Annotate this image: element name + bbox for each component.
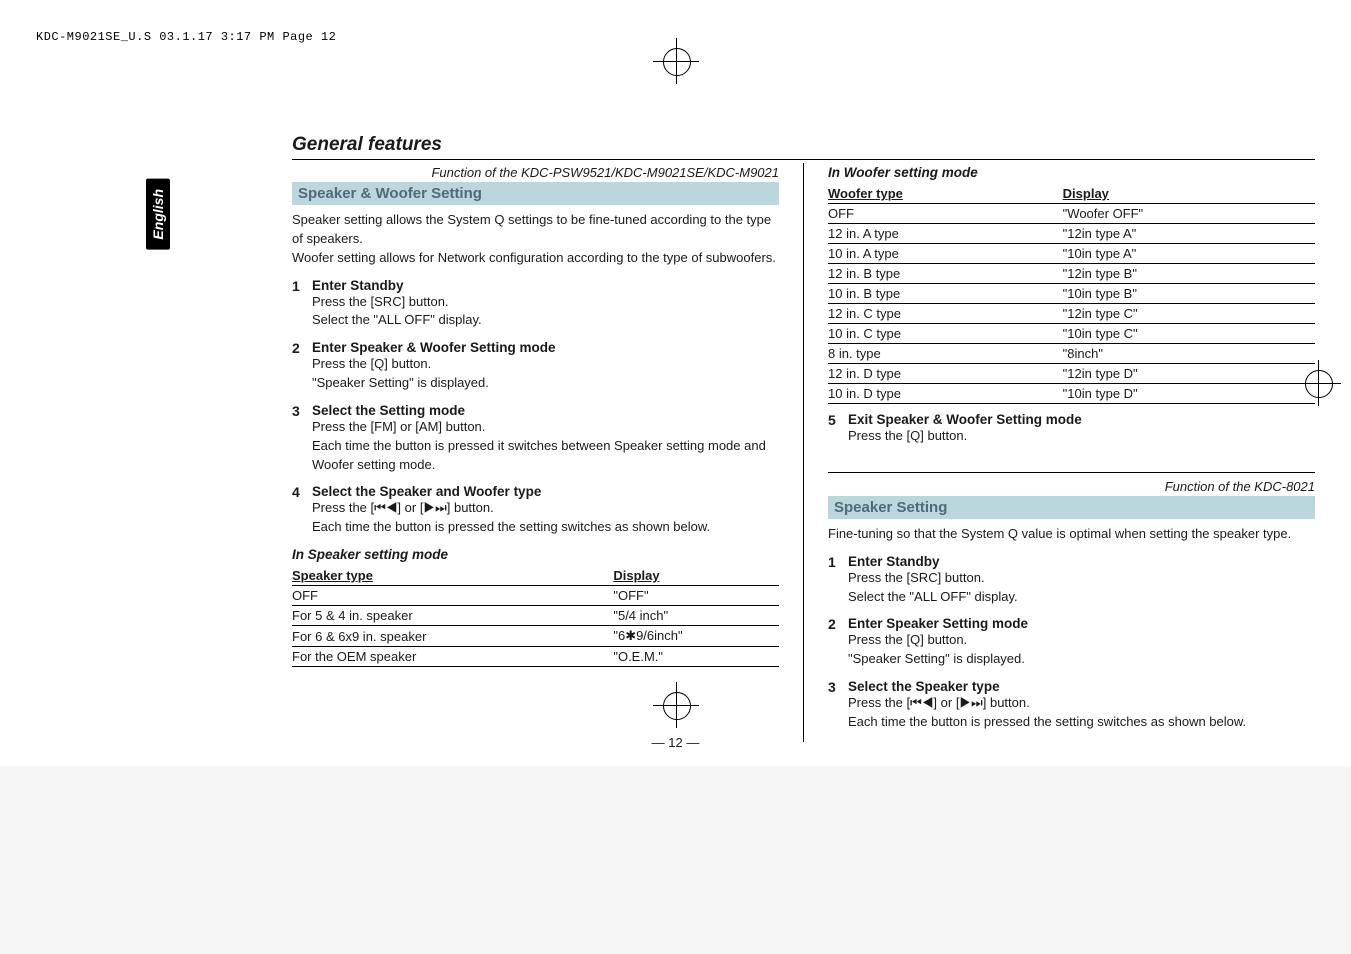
- step-body: Press the [Q] button."Speaker Setting" i…: [848, 631, 1315, 669]
- step-item: Enter Speaker & Woofer Setting modePress…: [292, 340, 779, 393]
- two-columns: Function of the KDC-PSW9521/KDC-M9021SE/…: [292, 163, 1315, 742]
- table-header: Display: [1063, 184, 1315, 204]
- step-5-body: Press the [Q] button.: [848, 427, 1315, 446]
- table-cell: "10in type B": [1063, 284, 1315, 304]
- step-title: Enter Standby: [312, 278, 779, 293]
- table-cell: "12in type C": [1063, 304, 1315, 324]
- table-cell: For 5 & 4 in. speaker: [292, 606, 613, 626]
- right-column: In Woofer setting mode Woofer typeDispla…: [803, 163, 1315, 742]
- table-cell: "12in type A": [1063, 224, 1315, 244]
- speaker-mode-heading: In Speaker setting mode: [292, 547, 779, 562]
- step-title: Select the Setting mode: [312, 403, 779, 418]
- section-title: General features: [292, 134, 1315, 160]
- step-body: Press the [⏮◀] or [▶⏭] button.Each time …: [848, 694, 1315, 732]
- lead-text-left: Speaker setting allows the System Q sett…: [292, 211, 779, 268]
- table-cell: For the OEM speaker: [292, 647, 613, 667]
- page-number: — 12 —: [0, 735, 1351, 750]
- function-note-left: Function of the KDC-PSW9521/KDC-M9021SE/…: [292, 165, 779, 180]
- table-cell: "5/4 inch": [613, 606, 779, 626]
- table-cell: 10 in. C type: [828, 324, 1063, 344]
- step-item: Enter StandbyPress the [SRC] button.Sele…: [828, 554, 1315, 607]
- table-cell: "8inch": [1063, 344, 1315, 364]
- table-row: 10 in. C type"10in type C": [828, 324, 1315, 344]
- step-title: Enter Speaker & Woofer Setting mode: [312, 340, 779, 355]
- table-row: 12 in. D type"12in type D": [828, 364, 1315, 384]
- speaker-table: Speaker typeDisplayOFF"OFF"For 5 & 4 in.…: [292, 566, 779, 667]
- step-5-title: Exit Speaker & Woofer Setting mode: [848, 412, 1315, 427]
- table-cell: 12 in. A type: [828, 224, 1063, 244]
- table-cell: "10in type D": [1063, 384, 1315, 404]
- step-title: Enter Speaker Setting mode: [848, 616, 1315, 631]
- table-header: Speaker type: [292, 566, 613, 586]
- table-cell: "10in type A": [1063, 244, 1315, 264]
- woofer-mode-heading: In Woofer setting mode: [828, 165, 1315, 180]
- table-row: For the OEM speaker"O.E.M.": [292, 647, 779, 667]
- step-title: Select the Speaker type: [848, 679, 1315, 694]
- table-header: Woofer type: [828, 184, 1063, 204]
- table-cell: OFF: [292, 586, 613, 606]
- table-cell: 8 in. type: [828, 344, 1063, 364]
- print-header: KDC-M9021SE_U.S 03.1.17 3:17 PM Page 12: [36, 30, 1315, 44]
- divider-rule: [828, 472, 1315, 473]
- table-row: For 5 & 4 in. speaker"5/4 inch": [292, 606, 779, 626]
- table-row: 12 in. A type"12in type A": [828, 224, 1315, 244]
- cropmark-top: [653, 38, 699, 84]
- woofer-table: Woofer typeDisplayOFF"Woofer OFF"12 in. …: [828, 184, 1315, 404]
- step-5-number: 5: [828, 412, 836, 428]
- table-cell: OFF: [828, 204, 1063, 224]
- step-body: Press the [FM] or [AM] button.Each time …: [312, 418, 779, 475]
- body-area: General features Function of the KDC-PSW…: [292, 134, 1315, 742]
- table-row: 12 in. C type"12in type C": [828, 304, 1315, 324]
- steps-left: Enter StandbyPress the [SRC] button.Sele…: [292, 278, 779, 538]
- step-item: Select the Speaker and Woofer typePress …: [292, 484, 779, 537]
- table-cell: "O.E.M.": [613, 647, 779, 667]
- table-cell: "12in type D": [1063, 364, 1315, 384]
- table-row: 10 in. A type"10in type A": [828, 244, 1315, 264]
- step-item: Select the Setting modePress the [FM] or…: [292, 403, 779, 475]
- table-row: OFF"OFF": [292, 586, 779, 606]
- left-column: Function of the KDC-PSW9521/KDC-M9021SE/…: [292, 163, 779, 742]
- step-title: Enter Standby: [848, 554, 1315, 569]
- table-row: 12 in. B type"12in type B": [828, 264, 1315, 284]
- table-header: Display: [613, 566, 779, 586]
- step-body: Press the [Q] button."Speaker Setting" i…: [312, 355, 779, 393]
- table-cell: "6✱9/6inch": [613, 626, 779, 647]
- language-tab: English: [146, 179, 170, 250]
- step-item: Enter Speaker Setting modePress the [Q] …: [828, 616, 1315, 669]
- step-item: Select the Speaker typePress the [⏮◀] or…: [828, 679, 1315, 732]
- table-cell: "10in type C": [1063, 324, 1315, 344]
- table-row: For 6 & 6x9 in. speaker"6✱9/6inch": [292, 626, 779, 647]
- block-title-right: Speaker Setting: [828, 496, 1315, 519]
- step-body: Press the [⏮◀] or [▶⏭] button.Each time …: [312, 499, 779, 537]
- block-title-left: Speaker & Woofer Setting: [292, 182, 779, 205]
- table-row: 10 in. D type"10in type D": [828, 384, 1315, 404]
- table-cell: "Woofer OFF": [1063, 204, 1315, 224]
- step-5: 5 Exit Speaker & Woofer Setting mode Pre…: [828, 412, 1315, 446]
- table-row: 10 in. B type"10in type B": [828, 284, 1315, 304]
- table-cell: "OFF": [613, 586, 779, 606]
- step-body: Press the [SRC] button.Select the "ALL O…: [312, 293, 779, 331]
- step-item: Enter StandbyPress the [SRC] button.Sele…: [292, 278, 779, 331]
- table-row: OFF"Woofer OFF": [828, 204, 1315, 224]
- table-cell: For 6 & 6x9 in. speaker: [292, 626, 613, 647]
- table-cell: 12 in. D type: [828, 364, 1063, 384]
- lead-text-right: Fine-tuning so that the System Q value i…: [828, 525, 1315, 544]
- table-cell: 10 in. A type: [828, 244, 1063, 264]
- table-cell: 10 in. D type: [828, 384, 1063, 404]
- table-cell: 10 in. B type: [828, 284, 1063, 304]
- step-body: Press the [SRC] button.Select the "ALL O…: [848, 569, 1315, 607]
- step-title: Select the Speaker and Woofer type: [312, 484, 779, 499]
- table-cell: 12 in. C type: [828, 304, 1063, 324]
- table-cell: "12in type B": [1063, 264, 1315, 284]
- table-cell: 12 in. B type: [828, 264, 1063, 284]
- function-note-right: Function of the KDC-8021: [828, 479, 1315, 494]
- steps-right: Enter StandbyPress the [SRC] button.Sele…: [828, 554, 1315, 732]
- page-sheet: KDC-M9021SE_U.S 03.1.17 3:17 PM Page 12 …: [0, 0, 1351, 766]
- table-row: 8 in. type"8inch": [828, 344, 1315, 364]
